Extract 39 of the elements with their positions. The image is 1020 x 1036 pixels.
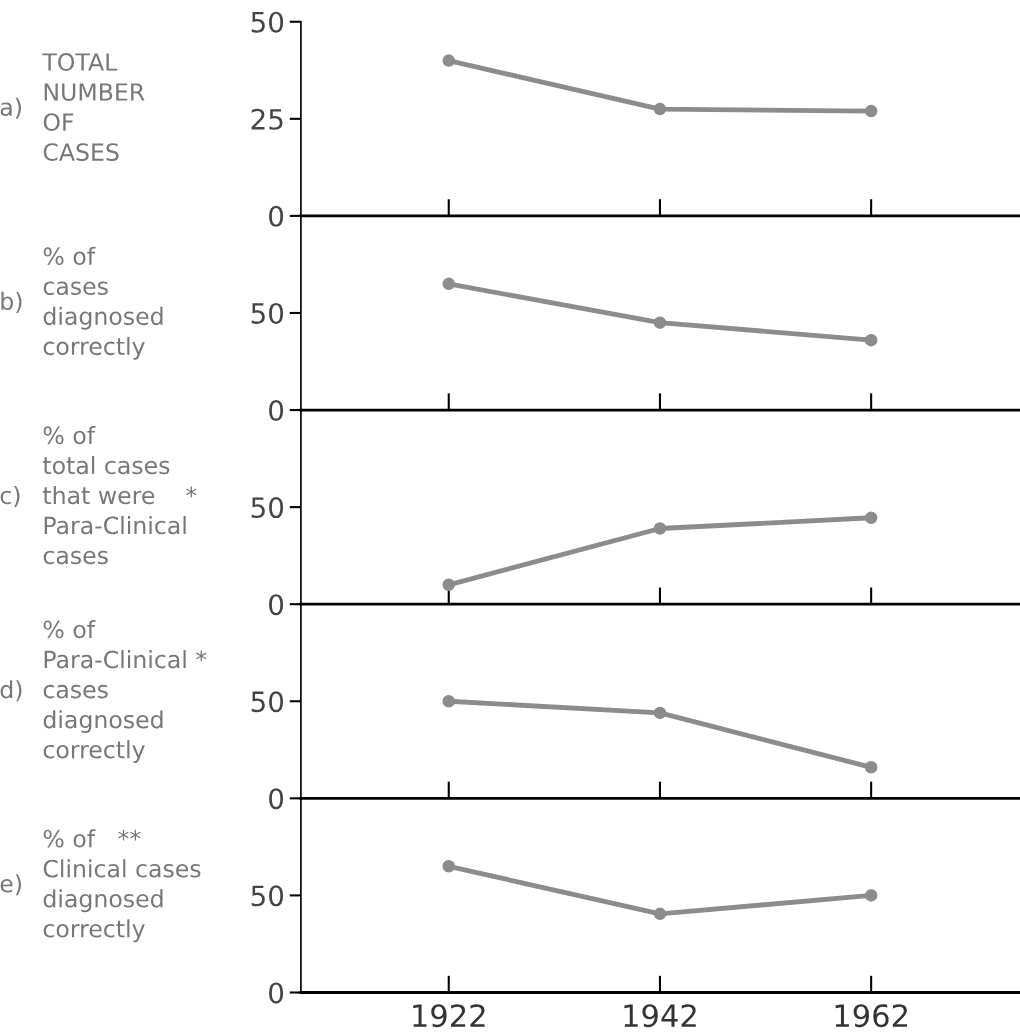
y-tick-label: 50 xyxy=(251,885,284,907)
point xyxy=(442,277,455,291)
point xyxy=(653,907,667,921)
y-axis-title: % of Para-Clinical * cases diagnosed correctly xyxy=(43,620,207,764)
text: e) xyxy=(0,874,22,896)
point xyxy=(864,511,878,525)
text: d) xyxy=(0,680,22,702)
y-tick-label: 50 xyxy=(251,302,284,324)
point xyxy=(864,761,878,774)
point xyxy=(442,860,455,873)
y-tick-label: 0 xyxy=(269,399,284,421)
y-tick-label: 25 xyxy=(251,108,283,130)
y-tick-label: 0 xyxy=(269,982,284,1004)
x-tick-label: 1942 xyxy=(624,1004,696,1028)
y-tick-label: 0 xyxy=(269,205,284,227)
point xyxy=(864,104,878,118)
x-tick-label: 1962 xyxy=(835,1004,907,1028)
point xyxy=(442,578,455,592)
x-tick-label: 1922 xyxy=(413,1004,485,1028)
y-tick-label: 50 xyxy=(251,11,284,33)
y-tick-label: 0 xyxy=(269,594,284,616)
y-axis-title: % of cases diagnosed correctly xyxy=(43,246,163,360)
text: c) xyxy=(0,486,20,508)
y-axis-title: TOTAL NUMBER OF CASES xyxy=(42,53,145,162)
point xyxy=(653,522,667,535)
text: b) xyxy=(1,291,22,313)
y-axis-title: % of ** Clinical cases diagnosed correctly xyxy=(43,829,201,943)
point xyxy=(653,706,667,720)
y-tick-label: 50 xyxy=(251,497,284,519)
y-tick-label: 0 xyxy=(269,788,284,810)
point xyxy=(653,316,667,329)
y-tick-label: 50 xyxy=(251,691,284,713)
point xyxy=(653,102,667,116)
point xyxy=(864,333,878,347)
point xyxy=(864,889,878,902)
y-axis-title: % of total cases that were * Para-Clinical cases xyxy=(43,425,197,565)
point xyxy=(442,695,455,708)
point xyxy=(442,54,455,67)
text: a) xyxy=(0,97,21,119)
